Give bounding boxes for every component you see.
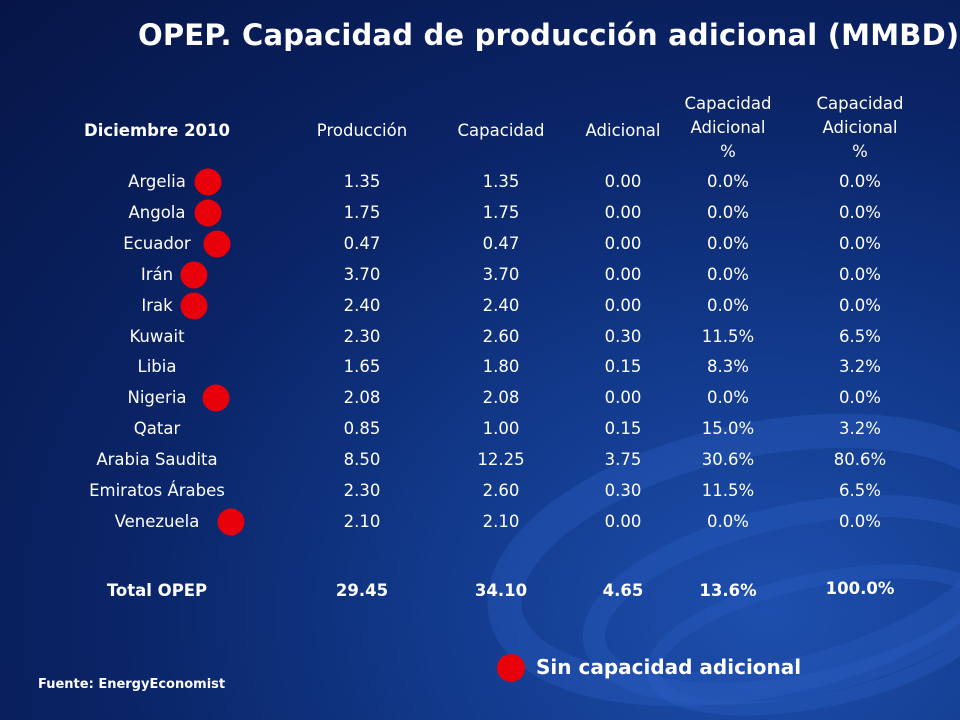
table-cell: 12.25: [477, 450, 525, 470]
red-dot-icon: [180, 292, 208, 320]
table-cell: 2.40: [482, 295, 520, 315]
table-cell: 0.0%: [839, 233, 881, 253]
table-cell: 0.0%: [839, 511, 881, 531]
table-cell: 0.00: [604, 511, 642, 531]
row-country: Irán: [140, 264, 174, 284]
table-cell: 8.3%: [707, 357, 749, 377]
table-cell: 2.08: [343, 388, 381, 408]
table-cell: 2.60: [482, 326, 520, 346]
total-cell: 29.45: [335, 581, 389, 600]
table-cell: 0.0%: [707, 295, 749, 315]
table-cell: 6.5%: [839, 326, 881, 346]
row-country: Qatar: [133, 419, 181, 439]
table-cell: 11.5%: [701, 481, 755, 500]
table-cell: 1.75: [343, 202, 381, 222]
total-label: Total OPEP: [106, 581, 208, 600]
table-cell: 3.2%: [839, 419, 881, 439]
table-header: Capacidad: [457, 121, 545, 140]
table-cell: 3.75: [604, 450, 642, 470]
row-country: Angola: [128, 202, 186, 222]
table-cell: 3.70: [482, 264, 520, 284]
table-cell: 0.0%: [707, 388, 749, 408]
table-cell: 0.00: [604, 233, 642, 253]
table-cell: 0.47: [343, 233, 381, 253]
table-header: Diciembre 2010: [84, 121, 230, 140]
table-cell: 11.5%: [701, 326, 755, 346]
table-cell: 2.10: [482, 511, 520, 531]
table-cell: 3.2%: [839, 357, 881, 377]
table-cell: 1.35: [482, 172, 520, 191]
red-dot-icon: [180, 261, 208, 289]
table-cell: 0.0%: [839, 202, 881, 222]
row-country: Argelia: [128, 172, 186, 191]
table-cell: 0.30: [604, 326, 642, 346]
table-cell: 0.0%: [839, 172, 881, 191]
table-cell: 0.0%: [707, 264, 749, 284]
table-cell: 1.80: [482, 357, 520, 377]
table-cell: 80.6%: [833, 450, 887, 470]
table-header: Adicional: [585, 121, 661, 140]
legend-red-dot-icon: [497, 654, 525, 682]
row-country: Kuwait: [129, 326, 185, 346]
page-title: OPEP. Capacidad de producción adicional …: [138, 18, 960, 52]
row-country: Irak: [141, 295, 173, 315]
table-cell: 30.6%: [701, 450, 755, 470]
total-cell: 13.6%: [699, 581, 757, 600]
table-cell: 2.10: [343, 511, 381, 531]
table-cell: 2.40: [343, 295, 381, 315]
table-cell: 2.30: [343, 481, 381, 500]
table-cell: 0.0%: [707, 202, 749, 222]
table-cell: 2.60: [482, 481, 520, 500]
table-cell: 0.30: [604, 481, 642, 500]
table-cell: 1.75: [482, 202, 520, 222]
table-cell: 0.00: [604, 172, 642, 191]
table-cell: 0.00: [604, 264, 642, 284]
row-country: Emiratos Árabes: [89, 481, 225, 500]
table-cell: 3.70: [343, 264, 381, 284]
legend-label: Sin capacidad adicional: [536, 655, 802, 679]
red-dot-icon: [194, 168, 222, 196]
table-cell: 0.0%: [839, 295, 881, 315]
table-cell: 1.65: [343, 357, 381, 377]
table-cell: 0.0%: [839, 264, 881, 284]
table-cell: 1.00: [482, 419, 520, 439]
total-cell: 100.0%: [825, 579, 895, 598]
red-dot-icon: [194, 199, 222, 227]
total-cell: 4.65: [602, 581, 644, 600]
table-cell: 15.0%: [701, 419, 755, 439]
red-dot-icon: [203, 230, 231, 258]
table-cell: 0.00: [604, 202, 642, 222]
row-country: Venezuela: [114, 511, 200, 531]
table-cell: 2.08: [482, 388, 520, 408]
total-cell: 34.10: [474, 581, 528, 600]
table-cell: 0.85: [343, 419, 381, 439]
row-country: Libia: [137, 357, 177, 377]
table-header: Capacidad Adicional%: [816, 94, 904, 161]
table-cell: 0.0%: [707, 172, 749, 191]
red-dot-icon: [217, 508, 245, 536]
table-cell: 0.0%: [839, 388, 881, 408]
table-cell: 0.15: [604, 357, 642, 377]
red-dot-icon: [202, 384, 230, 412]
table-cell: 0.00: [604, 295, 642, 315]
table-cell: 8.50: [343, 450, 381, 470]
table-cell: 0.0%: [707, 511, 749, 531]
source-note: Fuente: EnergyEconomist: [38, 677, 226, 692]
table-cell: 0.00: [604, 388, 642, 408]
table-header: Producción: [316, 121, 408, 140]
table-cell: 0.15: [604, 419, 642, 439]
row-country: Ecuador: [123, 233, 191, 253]
table-cell: 0.47: [482, 233, 520, 253]
table-cell: 2.30: [343, 326, 381, 346]
row-country: Arabia Saudita: [96, 450, 218, 470]
table-cell: 6.5%: [839, 481, 881, 500]
table-cell: 1.35: [343, 172, 381, 191]
table-header: Capacidad Adicional%: [684, 94, 772, 161]
table-cell: 0.0%: [707, 233, 749, 253]
row-country: Nigeria: [127, 388, 187, 408]
